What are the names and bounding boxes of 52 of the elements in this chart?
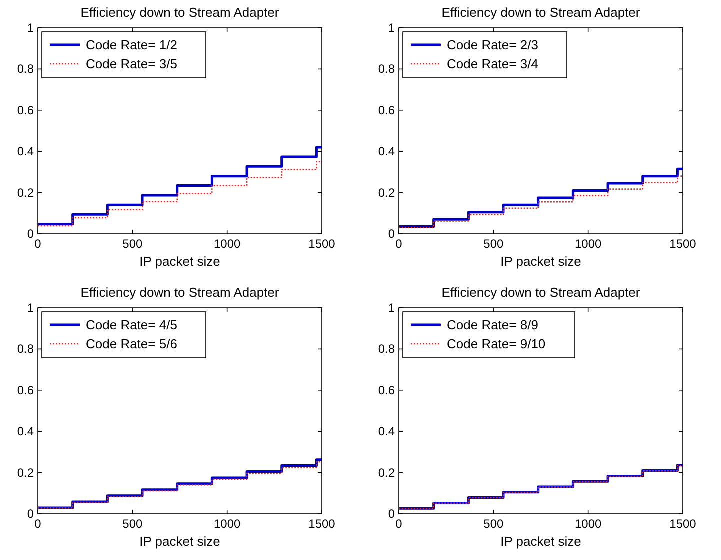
y-tick-label: 0.8: [378, 62, 396, 76]
y-tick-label: 1: [27, 21, 34, 35]
x-tick-label: 1500: [670, 517, 697, 531]
y-tick-label: 0.2: [17, 466, 34, 480]
legend-label: Code Rate= 5/6: [86, 336, 178, 352]
y-tick-label: 0.8: [17, 62, 34, 76]
legend-label: Code Rate= 2/3: [447, 38, 538, 52]
y-tick-label: 1: [27, 301, 34, 315]
y-tick-label: 0.4: [17, 424, 34, 439]
x-tick-label: 1000: [574, 237, 602, 251]
x-tick-label: 500: [484, 517, 504, 531]
y-tick-label: 0.2: [17, 186, 34, 200]
y-tick-label: 0.8: [378, 342, 396, 356]
x-tick-label: 1000: [214, 237, 242, 251]
x-tick-label: 1500: [308, 237, 336, 251]
chart-title: Efficiency down to Stream Adapter: [442, 5, 641, 20]
y-tick-label: 0.4: [378, 424, 396, 439]
y-tick-label: 1: [388, 21, 396, 35]
x-tick-label: 1000: [574, 517, 602, 531]
chart-title: Efficiency down to Stream Adapter: [80, 5, 280, 20]
x-axis-title: IP packet size: [140, 254, 220, 269]
x-tick-label: 500: [484, 237, 504, 251]
legend-label: Code Rate= 4/5: [86, 318, 178, 332]
y-tick-label: 0.6: [17, 383, 34, 398]
legend-label: Code Rate= 8/9: [447, 318, 538, 332]
x-axis-title: IP packet size: [140, 534, 220, 549]
y-tick-label: 0: [27, 227, 34, 241]
x-tick-label: 500: [122, 237, 143, 251]
y-tick-label: 0.6: [378, 103, 396, 118]
y-tick-label: 0.8: [17, 342, 34, 356]
y-tick-label: 0.2: [378, 186, 396, 200]
chart-title: Efficiency down to Stream Adapter: [80, 285, 280, 300]
legend-label: Code Rate= 3/4: [447, 56, 538, 72]
x-axis-title: IP packet size: [500, 254, 582, 269]
x-tick-label: 1500: [308, 517, 336, 531]
y-tick-label: 0: [27, 507, 34, 521]
y-tick-label: 1: [388, 301, 396, 315]
y-tick-label: 0.4: [17, 144, 34, 159]
y-tick-label: 0: [388, 227, 396, 241]
x-tick-label: 500: [122, 517, 143, 531]
legend-label: Code Rate= 1/2: [86, 38, 178, 52]
x-axis-title: IP packet size: [500, 534, 582, 549]
x-tick-label: 1500: [670, 237, 697, 251]
legend-label: Code Rate= 9/10: [447, 336, 546, 352]
legend-label: Code Rate= 3/5: [86, 56, 178, 72]
y-tick-label: 0: [388, 507, 396, 521]
y-tick-label: 0.2: [378, 466, 396, 480]
chart-title: Efficiency down to Stream Adapter: [442, 285, 641, 300]
y-tick-label: 0.6: [17, 103, 34, 118]
y-tick-label: 0.6: [378, 383, 396, 398]
x-tick-label: 1000: [214, 517, 242, 531]
y-tick-label: 0.4: [378, 144, 396, 159]
